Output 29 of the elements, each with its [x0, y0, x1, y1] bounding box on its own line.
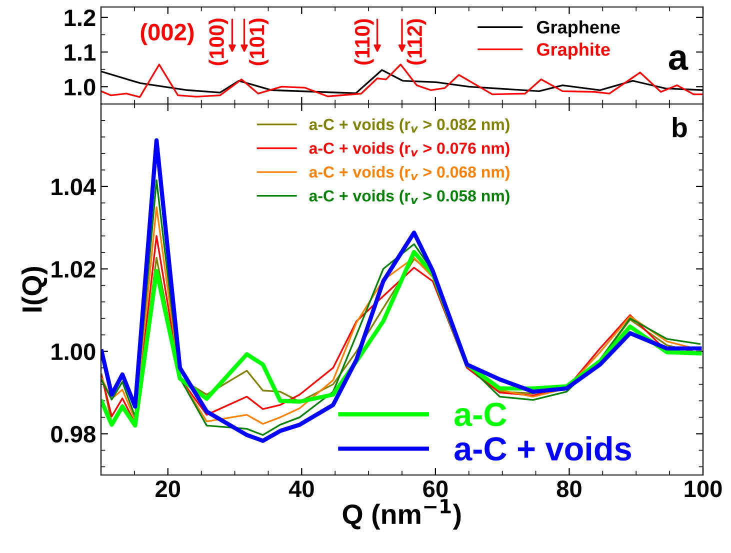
legend-label: a-C + voids (r$_{v}$ > 0.058 nm)	[309, 190, 510, 205]
y-axis-title: I(Q)	[22, 266, 48, 312]
annotation: (101)	[249, 18, 268, 66]
annotation: (110)	[354, 19, 374, 65]
x-tick-label: 20	[156, 480, 180, 498]
y-tick-label: 1.04	[52, 178, 96, 196]
legend-label: Graphite	[536, 42, 610, 60]
x-axis-title: Q (nm$^{−1}$)	[342, 499, 461, 530]
annotation: (112)	[406, 19, 426, 65]
legend-label: a-C + voids (r$_{v}$ > 0.068 nm)	[309, 166, 510, 181]
legend-label: a-C	[454, 402, 506, 426]
x-tick-label: 80	[556, 480, 582, 498]
x-tick-label: 100	[684, 480, 722, 498]
legend-label: a-C + voids	[454, 436, 631, 461]
y-tick-label: 1.2	[64, 9, 96, 26]
x-tick-label: 40	[288, 480, 314, 498]
annotation: a	[668, 50, 688, 70]
annotation: b	[672, 117, 687, 138]
x-tick-label: 60	[423, 480, 448, 498]
y-tick-label: 1.02	[52, 260, 96, 278]
legend-label: a-C + voids (r$_{v}$ > 0.076 nm)	[309, 142, 510, 158]
annotation: (100)	[208, 18, 228, 66]
legend-label: Graphene	[536, 20, 620, 38]
y-tick-label: 1.1	[64, 44, 96, 61]
y-tick-label: 1.00	[52, 343, 96, 360]
legend-label: a-C + voids (r$_{v}$ > 0.082 nm)	[309, 118, 510, 134]
y-tick-label: 0.98	[51, 426, 96, 443]
annotation: (002)	[140, 23, 194, 46]
y-tick-label: 1.0	[64, 78, 96, 96]
